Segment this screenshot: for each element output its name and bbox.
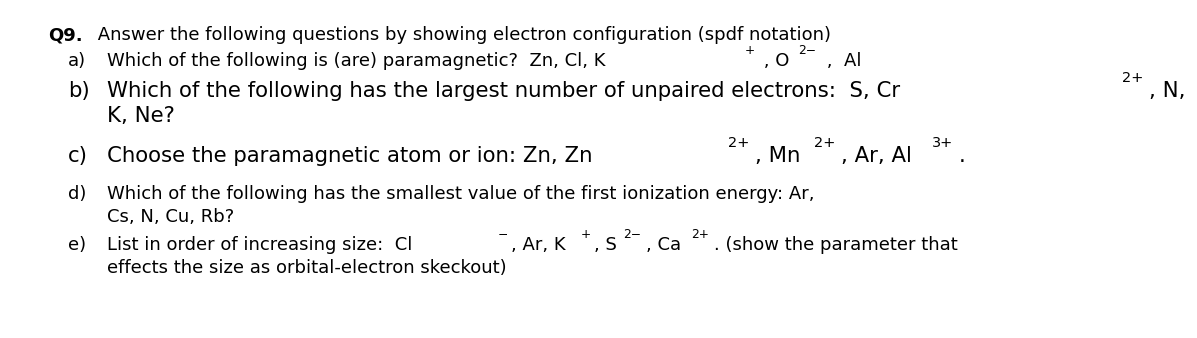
Text: b): b)	[68, 80, 90, 100]
Text: +: +	[745, 44, 755, 57]
Text: List in order of increasing size:  Cl: List in order of increasing size: Cl	[108, 236, 413, 254]
Text: . (show the parameter that: . (show the parameter that	[713, 236, 958, 254]
Text: 2+: 2+	[814, 136, 834, 150]
Text: , O: , O	[758, 52, 789, 71]
Text: Choose the paramagnetic atom or ion: Zn, Zn: Choose the paramagnetic atom or ion: Zn,…	[108, 146, 593, 166]
Text: Q9.: Q9.	[48, 26, 83, 44]
Text: 3+: 3+	[931, 136, 953, 150]
Text: , Ar, K: , Ar, K	[511, 236, 565, 254]
Text: , Ca: , Ca	[646, 236, 681, 254]
Text: 2−: 2−	[622, 227, 640, 241]
Text: .: .	[959, 146, 966, 166]
Text: effects the size as orbital-electron skeckout): effects the size as orbital-electron ske…	[108, 259, 506, 277]
Text: a): a)	[68, 52, 86, 71]
Text: 2+: 2+	[691, 227, 709, 241]
Text: Which of the following has the largest number of unpaired electrons:  S, Cr: Which of the following has the largest n…	[108, 80, 900, 100]
Text: −: −	[498, 227, 508, 241]
Text: K, Ne?: K, Ne?	[108, 106, 175, 126]
Text: Which of the following is (are) paramagnetic?  Zn, Cl, K: Which of the following is (are) paramagn…	[108, 52, 606, 71]
Text: d): d)	[68, 185, 86, 203]
Text: +: +	[581, 227, 591, 241]
Text: Cs, N, Cu, Rb?: Cs, N, Cu, Rb?	[108, 208, 235, 226]
Text: 2−: 2−	[798, 44, 816, 57]
Text: 2+: 2+	[728, 136, 749, 150]
Text: , N,: , N,	[1149, 80, 1185, 100]
Text: , S: , S	[594, 236, 616, 254]
Text: , Ar, Al: , Ar, Al	[840, 146, 912, 166]
Text: , Mn: , Mn	[755, 146, 801, 166]
Text: ,  Al: , Al	[821, 52, 862, 71]
Text: c): c)	[68, 146, 89, 166]
Text: 2+: 2+	[1122, 71, 1143, 85]
Text: Answer the following questions by showing electron configuration (spdf notation): Answer the following questions by showin…	[92, 26, 831, 44]
Text: e): e)	[68, 236, 86, 254]
Text: Which of the following has the smallest value of the first ionization energy: Ar: Which of the following has the smallest …	[108, 185, 815, 203]
